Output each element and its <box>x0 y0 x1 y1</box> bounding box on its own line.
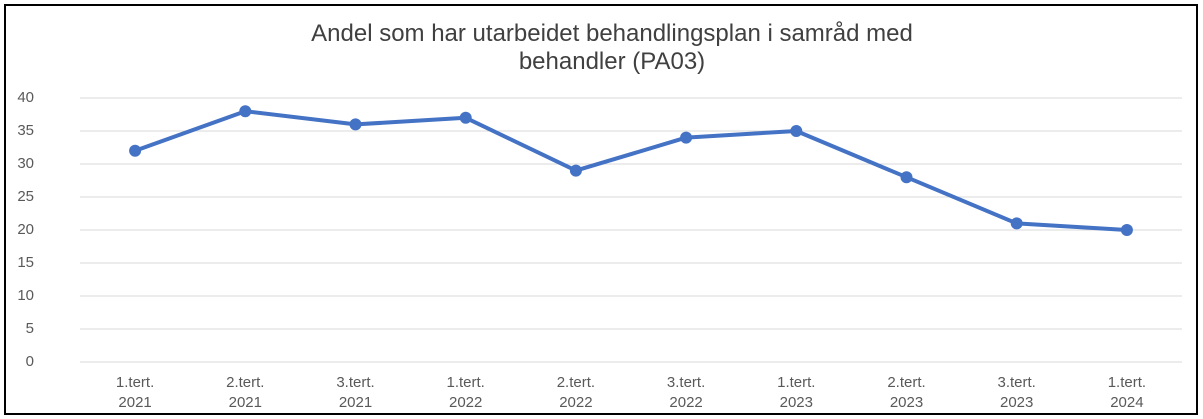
marker <box>239 105 252 118</box>
marker <box>1120 224 1133 236</box>
x-tick-label: 2.tert. 2022 <box>556 374 596 411</box>
x-tick-label: 1.tert. 2022 <box>446 374 485 411</box>
y-tick-label: 10 <box>17 287 34 304</box>
x-tick-label: 3.tert. 2022 <box>666 374 706 411</box>
marker <box>569 164 582 177</box>
y-tick-label: 5 <box>26 320 34 337</box>
y-tick-label: 35 <box>17 122 34 139</box>
x-tick-label: 1.tert. 2024 <box>1107 374 1147 411</box>
x-tick-label: 3.tert. 2023 <box>997 374 1036 411</box>
marker <box>129 144 142 157</box>
marker <box>1010 217 1023 230</box>
marker <box>349 118 362 131</box>
x-tick-label: 1.tert. 2023 <box>777 374 816 411</box>
marker <box>459 111 472 124</box>
chart-title: Andel som har utarbeidet behandlingsplan… <box>311 20 913 75</box>
x-tick-label: 2.tert. 2021 <box>226 374 265 411</box>
y-tick-label: 0 <box>26 353 34 370</box>
marker <box>900 171 913 184</box>
y-tick-label: 25 <box>17 188 34 205</box>
y-tick-label: 15 <box>17 254 34 271</box>
x-tick-label: 3.tert. 2021 <box>336 374 375 411</box>
y-tick-label: 20 <box>17 221 34 238</box>
marker <box>790 125 803 137</box>
y-tick-label: 40 <box>17 89 34 106</box>
line <box>134 109 1128 232</box>
marker <box>680 131 693 144</box>
x-tick-label: 2.tert. 2023 <box>887 374 926 411</box>
y-tick-label: 30 <box>17 155 34 172</box>
x-tick-label: 1.tert. 2021 <box>115 374 155 411</box>
border <box>4 4 1198 415</box>
